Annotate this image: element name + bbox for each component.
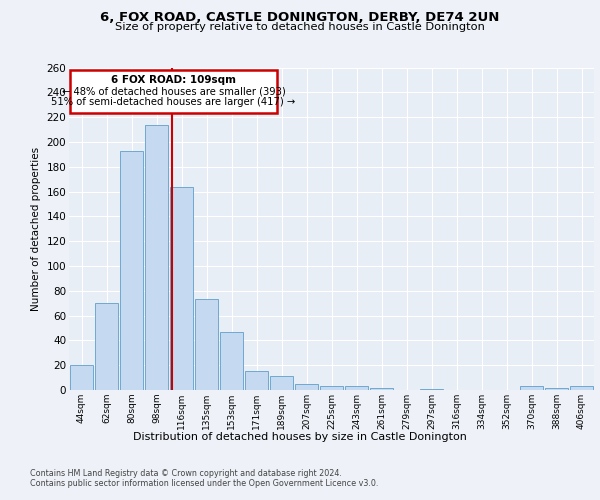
Bar bbox=[194, 300, 218, 390]
Bar bbox=[295, 384, 319, 390]
Text: Contains HM Land Registry data © Crown copyright and database right 2024.: Contains HM Land Registry data © Crown c… bbox=[30, 470, 342, 478]
Bar bbox=[545, 388, 568, 390]
Bar bbox=[145, 124, 169, 390]
Bar bbox=[320, 386, 343, 390]
Bar bbox=[245, 372, 268, 390]
Bar bbox=[95, 303, 118, 390]
Bar bbox=[569, 386, 593, 390]
Text: ← 48% of detached houses are smaller (393): ← 48% of detached houses are smaller (39… bbox=[62, 86, 285, 96]
Bar bbox=[344, 386, 368, 390]
Text: Size of property relative to detached houses in Castle Donington: Size of property relative to detached ho… bbox=[115, 22, 485, 32]
Text: Contains public sector information licensed under the Open Government Licence v3: Contains public sector information licen… bbox=[30, 480, 379, 488]
Text: Distribution of detached houses by size in Castle Donington: Distribution of detached houses by size … bbox=[133, 432, 467, 442]
Bar bbox=[520, 386, 544, 390]
Bar bbox=[119, 150, 143, 390]
Bar bbox=[70, 365, 94, 390]
Y-axis label: Number of detached properties: Number of detached properties bbox=[31, 146, 41, 311]
Text: 6, FOX ROAD, CASTLE DONINGTON, DERBY, DE74 2UN: 6, FOX ROAD, CASTLE DONINGTON, DERBY, DE… bbox=[100, 11, 500, 24]
Bar bbox=[170, 186, 193, 390]
Bar bbox=[419, 389, 443, 390]
FancyBboxPatch shape bbox=[70, 70, 277, 114]
Text: 51% of semi-detached houses are larger (417) →: 51% of semi-detached houses are larger (… bbox=[51, 97, 296, 107]
Bar bbox=[269, 376, 293, 390]
Text: 6 FOX ROAD: 109sqm: 6 FOX ROAD: 109sqm bbox=[111, 75, 236, 85]
Bar bbox=[370, 388, 394, 390]
Bar bbox=[220, 332, 244, 390]
